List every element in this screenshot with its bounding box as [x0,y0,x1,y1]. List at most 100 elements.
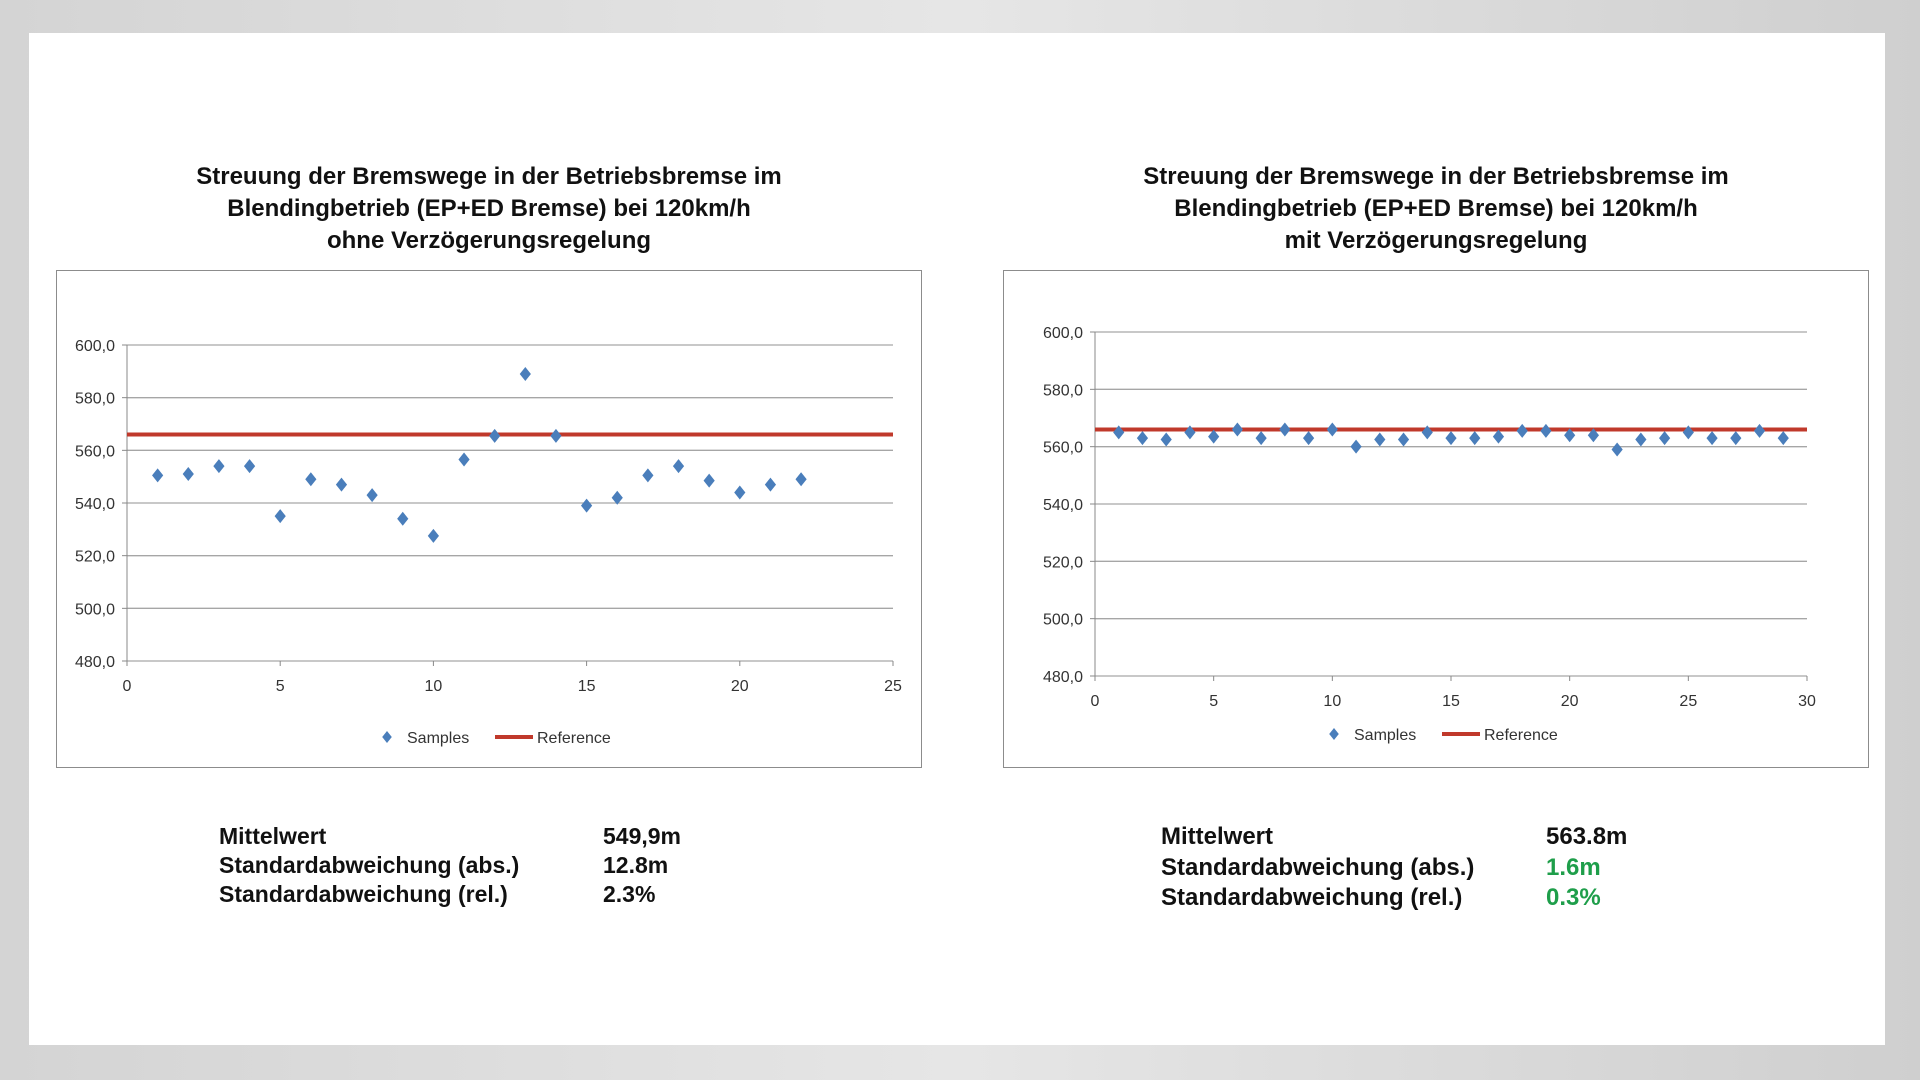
legend-samples-marker [382,731,392,743]
sample-point [1113,425,1125,440]
sample-point [213,459,225,474]
sample-point [1208,429,1220,444]
sample-point [243,459,256,474]
chart-title-line-3: mit Verzögerungsregelung [1284,227,1588,254]
sample-point [1421,425,1433,440]
sample-point [703,473,715,488]
y-tick-label: 480,0 [1043,669,1083,686]
stat-label: Standardabweichung (rel.) [219,881,508,907]
slide: Streuung der Bremswege in der Betriebsbr… [29,33,1885,1045]
y-tick-label: 540,0 [75,496,115,513]
sample-point [1753,423,1766,438]
sample-point [1184,425,1196,440]
stat-label: Mittelwert [219,823,327,849]
chart-title-line-1: Streuung der Bremswege in der Betriebsbr… [196,163,782,190]
y-tick-label: 520,0 [75,549,115,566]
chart-panel-mit: Streuung der Bremswege in der Betriebsbr… [1003,33,1869,1045]
sample-point [1445,431,1457,446]
sample-point [152,468,164,483]
sample-point [611,490,623,505]
legend-samples-label: Samples [1354,727,1416,744]
sample-point [397,511,409,526]
x-tick-label: 15 [578,678,596,695]
y-tick-label: 500,0 [1043,612,1083,629]
y-tick-label: 500,0 [75,601,115,618]
sample-point [182,467,194,482]
y-tick-label: 580,0 [75,391,115,408]
sample-point [1587,428,1599,443]
sample-point [489,428,501,443]
x-tick-label: 0 [1091,693,1100,710]
sample-point [581,498,593,513]
sample-point [1303,431,1315,446]
x-tick-label: 30 [1798,693,1816,710]
chart-area: 480,0 500,0 520,0 540,0 560,0 580,0 600,0 0 5 10 1… [1003,270,1869,768]
stat-label: Mittelwert [1161,823,1274,850]
stat-value: 563.8m [1546,823,1628,850]
x-tick-label: 5 [276,678,285,695]
sample-point [1279,422,1291,437]
y-tick-label: 540,0 [1043,497,1083,514]
x-tick-label: 10 [425,678,443,695]
sample-point [366,488,378,503]
sample-point [305,472,317,487]
sample-point [672,459,685,474]
sample-point [458,452,470,467]
sample-point [1397,432,1410,447]
chart-title-line-1: Streuung der Bremswege in der Betriebsbr… [1143,163,1729,190]
stat-value: 1.6m [1546,854,1601,881]
sample-point [427,528,439,543]
chart-panel-ohne: Streuung der Bremswege in der Betriebsbr… [56,33,922,1045]
sample-point [1635,432,1647,447]
sample-point [1326,422,1338,437]
stat-label: Standardabweichung (abs.) [1161,854,1475,881]
y-tick-label: 560,0 [1043,440,1083,457]
sample-point [519,366,531,381]
sample-point [1682,425,1694,440]
stat-value: 0.3% [1546,884,1601,911]
y-tick-label: 520,0 [1043,554,1083,571]
sample-point [795,472,807,487]
sample-point [1730,431,1742,446]
sample-point [1659,431,1671,446]
chart-title: Streuung der Bremswege in der Betriebsbr… [56,161,922,257]
y-tick-label: 480,0 [75,654,115,671]
x-tick-label: 20 [731,678,749,695]
sample-point [335,477,348,492]
x-tick-label: 5 [1209,693,1218,710]
stat-value: 12.8m [603,852,669,878]
sample-point [1374,432,1386,447]
sample-point [550,428,562,443]
sample-point [1564,428,1576,443]
stat-label: Standardabweichung (abs.) [219,852,520,878]
sample-point [1469,431,1481,446]
sample-point [642,468,654,483]
scatter-plot: 480,0 500,0 520,0 540,0 560,0 580,0 600,0 0 5 10 1… [1043,325,1816,744]
chart-title-line-2: Blendingbetrieb (EP+ED Bremse) bei 120km… [227,195,751,222]
sample-point [1777,431,1789,446]
sample-point [764,477,777,492]
sample-point [1492,429,1505,444]
sample-point [1540,423,1552,438]
sample-point [1350,439,1362,454]
sample-point [1706,431,1718,446]
chart-title: Streuung der Bremswege in der Betriebsbr… [1003,161,1869,257]
y-tick-label: 600,0 [75,338,115,355]
stat-value: 2.3% [603,881,656,907]
x-tick-label: 20 [1561,693,1579,710]
legend-samples-label: Samples [407,730,469,747]
x-tick-label: 15 [1442,693,1460,710]
sample-point [1160,432,1172,447]
chart-area: 480,0 500,0 520,0 540,0 560,0 580,0 600,0 0 5 10 1… [56,270,922,768]
x-tick-label: 25 [884,678,902,695]
sample-point [1516,423,1528,438]
x-tick-label: 10 [1323,693,1341,710]
sample-point [1611,442,1623,457]
chart-title-line-2: Blendingbetrieb (EP+ED Bremse) bei 120km… [1174,195,1698,222]
y-tick-label: 600,0 [1043,325,1083,342]
stat-label: Standardabweichung (rel.) [1161,884,1463,911]
legend-reference-label: Reference [537,730,611,747]
sample-point [274,509,286,524]
chart-title-line-3: ohne Verzögerungsregelung [326,227,652,254]
scatter-plot: 480,0 500,0 520,0 540,0 560,0 580,0 600,0 0 5 10 1… [75,338,902,747]
